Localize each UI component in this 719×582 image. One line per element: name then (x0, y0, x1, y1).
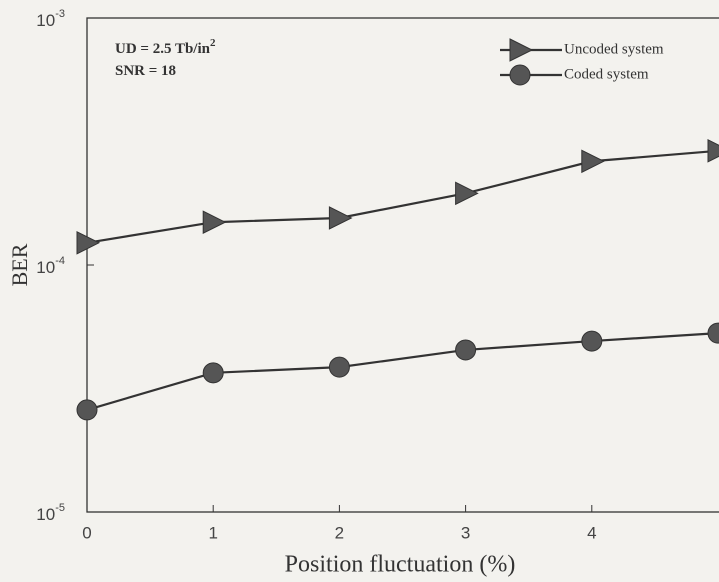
marker (455, 181, 479, 206)
y-tick-exponent: -3 (55, 8, 65, 20)
x-tick-label: 1 (208, 523, 217, 542)
series-line (86, 149, 719, 244)
y-tick-label: 10-3 (36, 8, 65, 31)
marker (202, 362, 224, 384)
plot-frame (86, 17, 719, 513)
legend-marker (509, 64, 531, 86)
marker (707, 322, 719, 344)
x-tick-label: 4 (587, 523, 596, 542)
marker (328, 206, 353, 230)
annotation: SNR = 18 (115, 63, 176, 79)
marker (581, 330, 603, 352)
y-tick-base: 10 (36, 505, 55, 524)
marker (707, 138, 719, 163)
series-line (86, 332, 719, 411)
legend-label: Uncoded system (564, 41, 664, 57)
annotation-text: UD = 2.5 Tb/in (115, 41, 211, 57)
y-tick-label: 10-5 (36, 502, 65, 525)
annotation-sup: 2 (210, 37, 216, 49)
marker (581, 149, 605, 174)
annotation-text: SNR = 18 (115, 63, 176, 79)
annotation: UD = 2.5 Tb/in2 (115, 37, 216, 58)
marker (455, 339, 477, 361)
y-tick-exponent: -4 (55, 255, 65, 267)
marker (202, 210, 227, 235)
x-tick-label: 0 (82, 523, 91, 542)
legend-label: Coded system (564, 66, 649, 82)
legend-marker (509, 38, 534, 62)
x-tick-label: 3 (461, 523, 470, 542)
marker (328, 356, 350, 378)
x-axis-label: Position fluctuation (%) (285, 552, 516, 578)
y-tick-exponent: -5 (55, 502, 65, 514)
x-tick-label: 2 (335, 523, 344, 542)
marker (76, 230, 101, 255)
y-tick-label: 10-4 (36, 255, 65, 278)
y-axis-label: BER (7, 243, 32, 286)
marker (76, 399, 98, 421)
y-tick-base: 10 (36, 258, 55, 277)
y-tick-base: 10 (36, 11, 55, 30)
